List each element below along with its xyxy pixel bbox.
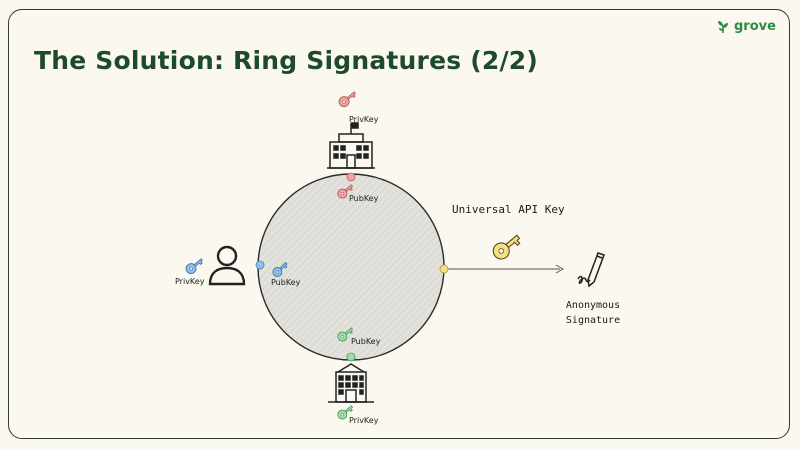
top-pubkey-label: PubKey xyxy=(349,194,379,203)
left-privkey-icon xyxy=(185,258,203,275)
left-privkey-label: PrivKey xyxy=(175,277,205,286)
output-arrow xyxy=(447,264,565,274)
logo-text: grove xyxy=(734,19,776,34)
bottom-node-dot xyxy=(346,352,356,362)
universal-key-icon xyxy=(492,234,521,260)
top-privkey-label: PrivKey xyxy=(349,115,379,124)
top-privkey-icon xyxy=(338,91,356,108)
pen-signature-icon xyxy=(577,252,605,288)
bottom-privkey-label: PrivKey xyxy=(349,416,379,425)
government-building-icon xyxy=(327,122,375,169)
signature-label-line2: Signature xyxy=(565,315,621,326)
universal-api-key-label: Universal API Key xyxy=(452,203,565,216)
top-node-dot xyxy=(346,172,356,182)
top-pubkey-icon xyxy=(337,184,354,199)
grove-logo: grove xyxy=(716,19,776,34)
output-node-dot xyxy=(439,264,449,274)
sprout-icon xyxy=(718,20,728,33)
slide-title: The Solution: Ring Signatures (2/2) xyxy=(34,46,538,75)
ring-circle xyxy=(257,173,445,361)
person-icon xyxy=(208,245,246,286)
bottom-pubkey-icon xyxy=(337,327,354,342)
bottom-pubkey-label: PubKey xyxy=(351,337,381,346)
left-pubkey-label: PubKey xyxy=(271,278,301,287)
bottom-privkey-icon xyxy=(337,405,354,420)
anonymous-signature-label: Anonymous Signature xyxy=(555,298,631,328)
office-building-icon xyxy=(328,363,374,403)
signature-label-line1: Anonymous xyxy=(565,300,621,311)
left-node-dot xyxy=(255,260,265,270)
left-pubkey-icon xyxy=(272,261,288,277)
